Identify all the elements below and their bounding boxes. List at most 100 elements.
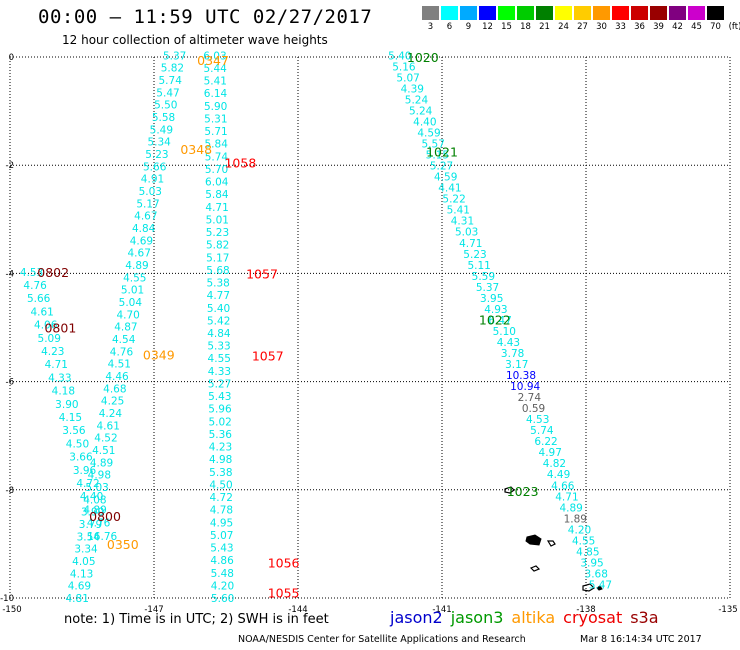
y-tick-label: -6 (6, 378, 14, 388)
colorbar-unit: (ft) (728, 22, 740, 32)
wave-height-value: 5.47 (156, 87, 179, 99)
colorbar-swatch (593, 6, 610, 20)
wave-height-value: 5.34 (147, 137, 171, 149)
colorbar-swatch (460, 6, 477, 20)
wave-height-value: 4.71 (555, 491, 578, 503)
wave-height-value: 4.72 (210, 492, 233, 504)
satellite-legend-s3a: s3a (630, 608, 659, 627)
wave-height-value: 4.69 (130, 235, 153, 247)
wave-height-value: 3.68 (585, 568, 608, 580)
wave-height-value: 3.95 (480, 293, 503, 305)
wave-height-value: 4.71 (205, 202, 228, 214)
wave-height-value: 4.33 (208, 366, 231, 378)
wave-height-value: 5.40 (207, 303, 230, 315)
wave-height-value: 5.50 (154, 100, 177, 112)
wave-height-value: 3.56 (62, 425, 86, 437)
wave-height-value: 4.89 (125, 260, 148, 272)
y-tick-label: 0 (9, 53, 14, 63)
wave-height-value: 4.78 (210, 505, 233, 517)
wave-height-value: 4.70 (116, 309, 139, 321)
wave-height-value: 4.95 (210, 517, 233, 529)
wave-height-value: 4.24 (99, 408, 123, 420)
wave-height-value: 4.40 (80, 491, 103, 503)
colorbar-swatch (631, 6, 648, 20)
pass-time-label: 1023 (507, 484, 539, 499)
wave-height-value: 5.02 (208, 416, 231, 428)
wave-height-value: 10.38 (506, 370, 536, 382)
colorbar-tick-label: 24 (558, 22, 569, 32)
satellite-legend: jason2 jason3 altika cryosat s3a (390, 608, 667, 627)
wave-height-value: 4.41 (438, 183, 461, 195)
wave-height-value: 4.54 (112, 334, 136, 346)
wave-height-value: 4.89 (83, 504, 106, 516)
wave-height-value: 4.89 (90, 457, 113, 469)
wave-height-value: 4.87 (114, 322, 137, 334)
colorbar-tick-label: 9 (465, 22, 472, 32)
colorbar-swatch (650, 6, 667, 20)
pass-time-label: 0802 (37, 265, 69, 280)
wave-height-value: 3.78 (501, 348, 524, 360)
wave-height-value: 4.84 (207, 328, 231, 340)
y-tick-label: -8 (6, 486, 14, 496)
colorbar-swatch (479, 6, 496, 20)
wave-height-value: 4.66 (551, 480, 575, 492)
wave-height-value: 4.89 (559, 502, 582, 514)
wave-height-value: 4.52 (94, 433, 117, 445)
wave-height-value: 4.93 (484, 304, 507, 316)
wave-height-value: 5.16 (392, 61, 416, 73)
pass-time-labels: 0347 0348 1058 0802 1057 0801 0349 1057 0800 0350… (37, 50, 538, 601)
colorbar-swatch (612, 6, 629, 20)
map-frame (9, 56, 731, 599)
wave-height-value: 4.15 (59, 412, 82, 424)
satellite-legend-cryosat: cryosat (563, 608, 623, 627)
x-tick-label: -141 (432, 605, 451, 615)
wave-height-value: 5.23 (463, 249, 486, 261)
island-shape (529, 565, 541, 572)
wave-height-value: 4.71 (459, 238, 482, 250)
x-tick-label: -138 (576, 605, 595, 615)
wave-height-value: 6.03 (203, 50, 226, 62)
island-shape (546, 540, 556, 547)
colorbar-tick-label: 6 (446, 22, 453, 32)
colorbar-tick-label: 42 (672, 22, 683, 32)
island-shape (582, 583, 595, 592)
wave-height-value: 5.07 (396, 72, 419, 84)
wave-height-value: 3.34 (74, 544, 98, 556)
wave-height-value: 5.68 (206, 265, 229, 277)
pass-time-label: 1058 (224, 155, 256, 170)
pass-time-label: 1057 (246, 266, 278, 281)
satellite-legend-jason2: jason2 (390, 608, 443, 627)
wave-height-value: 4.18 (52, 386, 75, 398)
pass-time-label: 0350 (107, 537, 139, 552)
wave-height-value: 4.76 (23, 280, 47, 292)
pass-time-label: 0348 (180, 142, 212, 157)
track-orange-0347: 5.375.825.745.475.505.585.495.345.235.66… (66, 50, 187, 605)
wave-height-value: 5.23 (206, 227, 229, 239)
wave-height-value: 4.43 (497, 337, 520, 349)
island-shape (504, 486, 515, 494)
wave-height-value: 5.03 (455, 227, 478, 239)
wave-height-value: 4.50 (66, 438, 89, 450)
wave-height-value: 4.46 (105, 371, 129, 383)
wave-height-value: 4.55 (123, 272, 146, 284)
wave-height-value: 4.61 (30, 306, 53, 318)
colorbar-tick-label: 18 (520, 22, 531, 32)
wave-height-value: 4.05 (72, 556, 95, 568)
wave-height-value: 4.51 (92, 445, 115, 457)
colorbar-swatch (498, 6, 515, 20)
wave-height-value: 4.71 (45, 359, 68, 371)
wave-height-value: 3.99 (81, 507, 104, 519)
wave-height-value: 4.25 (101, 396, 124, 408)
wave-height-value: 5.17 (136, 198, 159, 210)
y-tick-label: -2 (6, 161, 14, 171)
wave-height-value: 5.09 (38, 333, 61, 345)
colorbar-tick-label: 15 (501, 22, 512, 32)
colorbar-tick-label: 30 (596, 22, 607, 32)
wave-height-value: 5.37 (476, 282, 499, 294)
x-tick-label: -150 (2, 605, 21, 615)
wave-height-value: 5.33 (207, 341, 230, 353)
pass-time-label: 1022 (479, 312, 511, 327)
pass-time-label: 0347 (197, 53, 229, 68)
wave-height-value: 3.79 (79, 519, 102, 531)
wave-height-value: 4.72 (76, 478, 99, 490)
